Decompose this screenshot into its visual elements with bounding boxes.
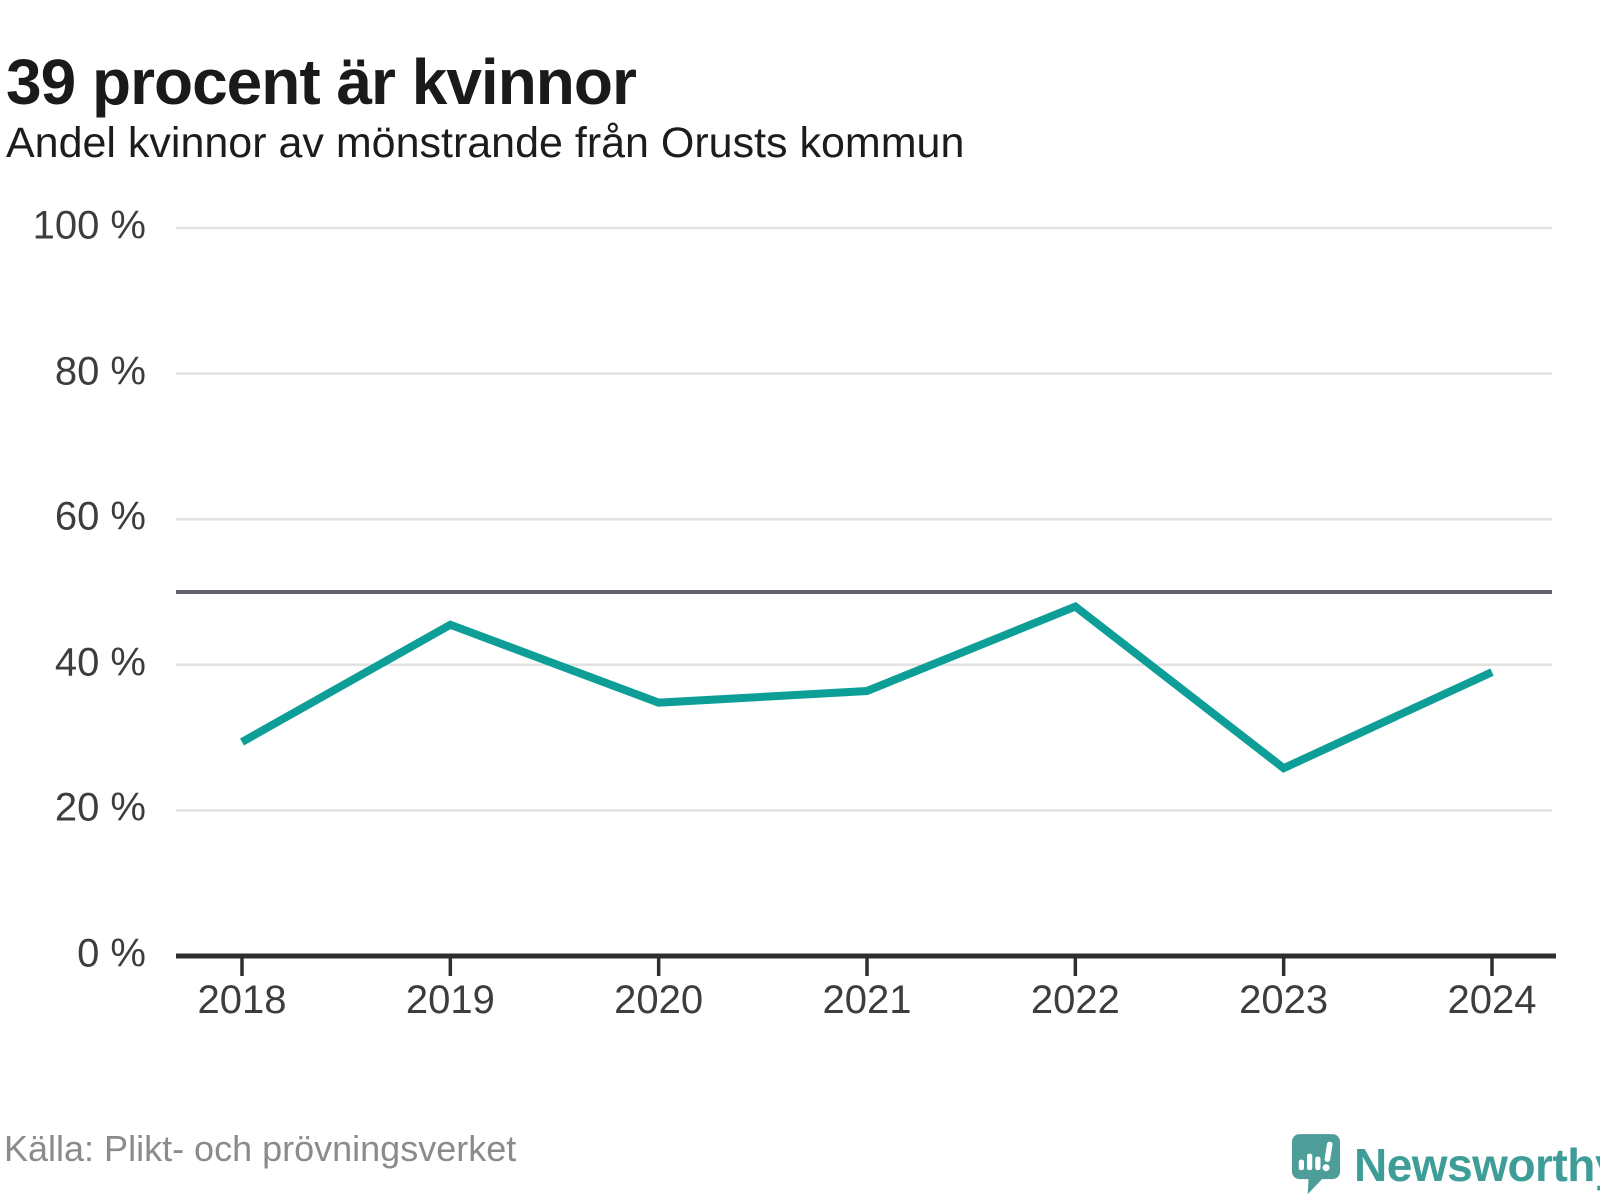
x-tick-label-2023: 2023	[1239, 978, 1329, 1022]
y-tick-label-80: 80 %	[54, 349, 146, 394]
y-tick-label-60: 60 %	[54, 494, 146, 539]
x-tick-label-2024: 2024	[1447, 978, 1537, 1022]
x-tick-label-2019: 2019	[405, 978, 495, 1022]
source-note: Källa: Plikt- och prövningsverket	[4, 1128, 517, 1169]
x-tick-label-2022: 2022	[1030, 978, 1120, 1022]
newsworthy-logo-icon	[1292, 1134, 1340, 1195]
x-tick-label-2018: 2018	[197, 978, 287, 1022]
logo-bar-2	[1307, 1153, 1313, 1171]
data-line-Andel kvinnor av mönstrande	[240, 601, 1494, 773]
newsworthy-brand: Newsworthy	[1292, 1134, 1600, 1195]
logo-bar-1	[1298, 1159, 1304, 1171]
y-tick-label-20: 20 %	[54, 786, 146, 831]
y-tick-label-100: 100 %	[32, 203, 146, 248]
newsworthy-wordmark: Newsworthy	[1354, 1138, 1600, 1191]
chart-subtitle: Andel kvinnor av mönstrande från Orusts …	[6, 119, 965, 167]
logo-exclamation	[1322, 1141, 1333, 1172]
chart-title: 39 procent är kvinnor	[6, 45, 637, 118]
y-tick-label-0: 0 %	[77, 931, 146, 976]
x-tick-label-2020: 2020	[614, 978, 704, 1022]
y-tick-label-40: 40 %	[54, 640, 146, 685]
x-tick-label-2021: 2021	[822, 978, 912, 1022]
logo-bar-3	[1315, 1156, 1321, 1171]
